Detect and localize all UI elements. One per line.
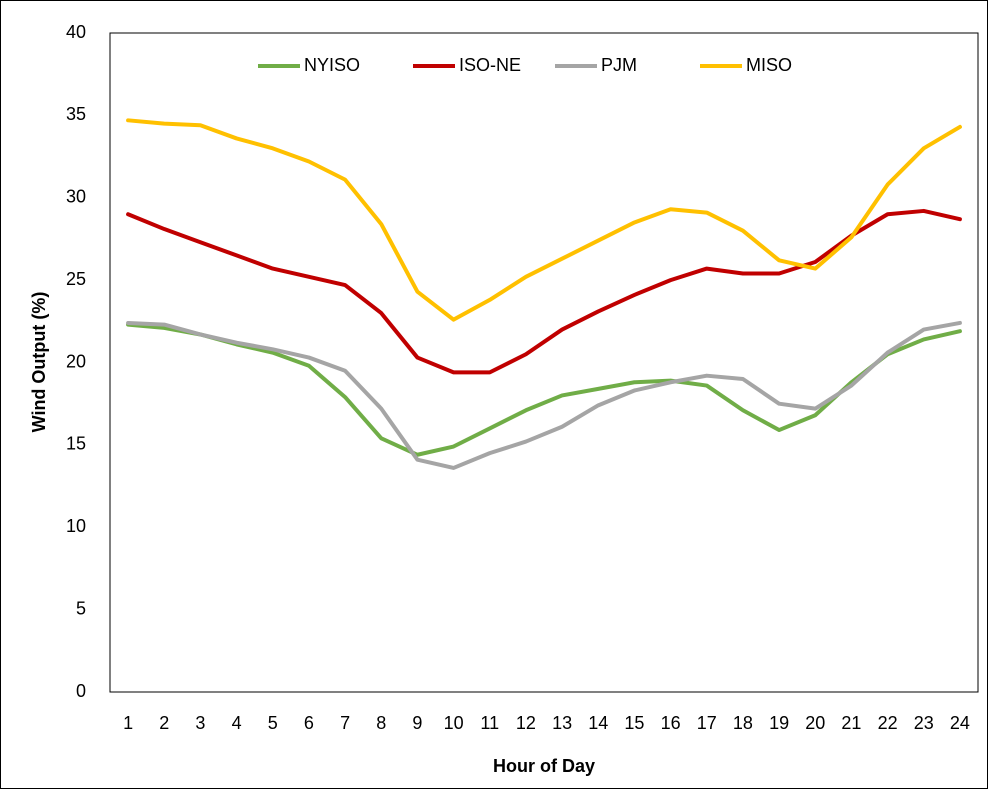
x-tick-label: 2 bbox=[159, 713, 169, 733]
x-tick-label: 11 bbox=[480, 713, 499, 733]
x-tick-label: 9 bbox=[412, 713, 422, 733]
series-line bbox=[126, 322, 962, 457]
x-tick-label: 6 bbox=[304, 713, 314, 733]
legend-label: NYISO bbox=[304, 55, 360, 75]
y-tick-label: 0 bbox=[76, 681, 86, 701]
series-line bbox=[126, 208, 962, 375]
x-tick-label: 15 bbox=[624, 713, 644, 733]
legend-label: ISO-NE bbox=[459, 55, 521, 75]
x-tick-label: 12 bbox=[516, 713, 536, 733]
y-tick-label: 25 bbox=[66, 269, 86, 289]
legend-label: PJM bbox=[601, 55, 637, 75]
y-tick-label: 35 bbox=[66, 104, 86, 124]
plot-frame bbox=[109, 32, 979, 693]
x-tick-label: 10 bbox=[444, 713, 464, 733]
y-tick-label: 15 bbox=[66, 434, 86, 454]
y-tick-label: 30 bbox=[66, 187, 86, 207]
x-tick-label: 4 bbox=[232, 713, 242, 733]
x-tick-label: 24 bbox=[950, 713, 970, 733]
x-tick-label: 18 bbox=[733, 713, 753, 733]
legend-label: MISO bbox=[746, 55, 792, 75]
x-tick-label: 23 bbox=[914, 713, 934, 733]
x-axis-title: Hour of Day bbox=[493, 756, 595, 776]
x-tick-label: 5 bbox=[268, 713, 278, 733]
series-line bbox=[126, 320, 962, 470]
y-tick-label: 5 bbox=[76, 598, 86, 618]
x-tick-label: 21 bbox=[841, 713, 861, 733]
x-tick-label: 13 bbox=[552, 713, 572, 733]
y-axis-title: Wind Output (%) bbox=[29, 292, 49, 433]
x-tick-label: 16 bbox=[661, 713, 681, 733]
x-tick-label: 20 bbox=[805, 713, 825, 733]
y-tick-label: 20 bbox=[66, 351, 86, 371]
x-tick-label: 7 bbox=[340, 713, 350, 733]
x-tick-label: 8 bbox=[376, 713, 386, 733]
x-tick-label: 19 bbox=[769, 713, 789, 733]
y-tick-label: 40 bbox=[66, 22, 86, 42]
x-tick-label: 1 bbox=[123, 713, 133, 733]
series-line bbox=[126, 118, 962, 322]
x-tick-label: 17 bbox=[697, 713, 717, 733]
y-tick-label: 10 bbox=[66, 516, 86, 536]
x-tick-label: 14 bbox=[588, 713, 608, 733]
x-tick-label: 3 bbox=[195, 713, 205, 733]
x-tick-label: 22 bbox=[878, 713, 898, 733]
